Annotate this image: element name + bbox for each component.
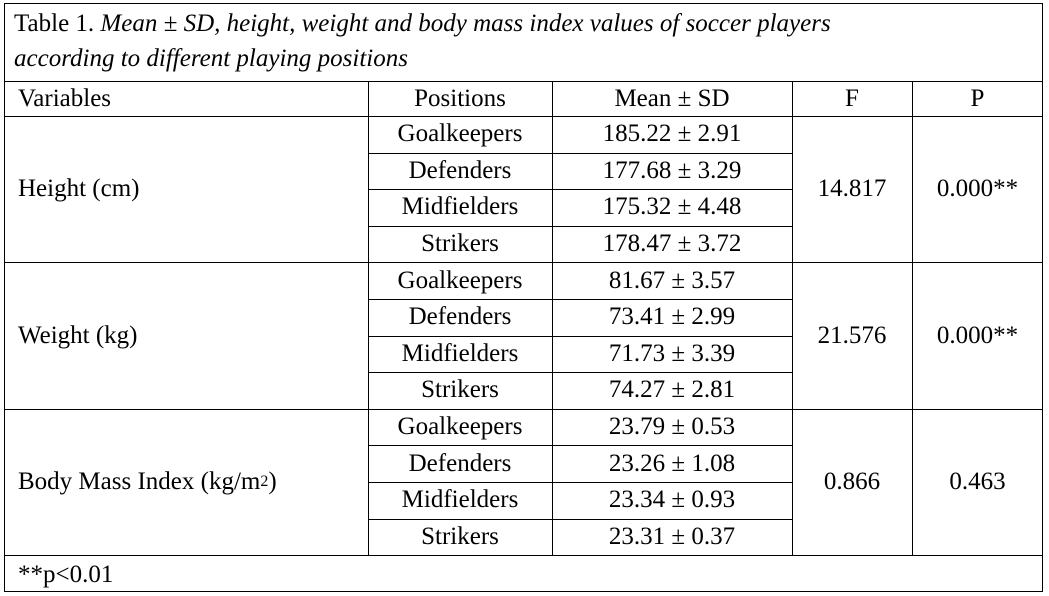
p-value-cell: 0.000** — [936, 175, 1019, 203]
caption-text-1: Mean ± SD, height, weight and body mass … — [100, 10, 831, 37]
position-cell: Midfielders — [401, 193, 519, 221]
row-rule — [368, 152, 792, 154]
row-rule — [368, 372, 792, 374]
table-frame — [4, 3, 1043, 592]
f-value-cell: 0.866 — [823, 467, 881, 495]
variable-cell: Body Mass Index (kg/m 2) — [18, 409, 368, 555]
position-cell: Goalkeepers — [397, 120, 523, 148]
header-top-rule — [4, 81, 1043, 82]
column-rule — [552, 81, 553, 556]
column-header: Variables — [18, 84, 112, 112]
variable-cell: Weight (kg) — [18, 262, 368, 408]
column-rule — [792, 81, 793, 556]
mean-sd-cell: 23.34 ± 0.93 — [608, 486, 736, 514]
row-rule — [368, 335, 792, 337]
mean-sd-cell: 23.79 ± 0.53 — [608, 413, 736, 441]
variable-label: Height (cm) — [18, 175, 140, 203]
p-value-cell: 0.000** — [936, 321, 1019, 349]
mean-sd-cell: 175.32 ± 4.48 — [602, 193, 742, 221]
caption-line-2: according to different playing positions — [14, 45, 408, 72]
mean-sd-cell: 74.27 ± 2.81 — [608, 376, 736, 404]
f-value-cell: 21.576 — [817, 321, 887, 349]
row-rule — [368, 445, 792, 447]
column-header: Positions — [414, 84, 506, 112]
group-rule — [4, 555, 1043, 557]
header-bottom-rule — [4, 116, 1043, 117]
row-rule — [368, 518, 792, 520]
position-cell: Defenders — [408, 303, 512, 331]
mean-sd-cell: 23.26 ± 1.08 — [608, 449, 736, 477]
caption-line-1: Table 1. Mean ± SD, height, weight and b… — [14, 6, 1034, 41]
p-value-cell: 0.463 — [949, 467, 1006, 495]
column-header: P — [970, 84, 985, 112]
row-rule — [368, 299, 792, 300]
group-rule — [4, 262, 1043, 264]
position-cell: Strikers — [421, 230, 499, 258]
position-cell: Defenders — [408, 449, 512, 477]
row-rule — [368, 225, 792, 227]
mean-sd-cell: 71.73 ± 3.39 — [608, 339, 736, 367]
f-value-cell: 14.817 — [817, 175, 887, 203]
position-cell: Goalkeepers — [397, 413, 523, 441]
row-rule — [368, 482, 792, 483]
mean-sd-cell: 23.31 ± 0.37 — [608, 522, 736, 550]
caption-label: Table 1. — [14, 10, 95, 37]
mean-sd-cell: 178.47 ± 3.72 — [602, 230, 742, 258]
position-cell: Midfielders — [401, 339, 519, 367]
column-rule — [368, 81, 369, 556]
position-cell: Midfielders — [401, 486, 519, 514]
column-rule — [912, 81, 913, 556]
variable-cell: Height (cm) — [18, 116, 368, 262]
mean-sd-cell: 81.67 ± 3.57 — [608, 266, 736, 294]
variable-label: Body Mass Index (kg/m — [18, 467, 261, 495]
column-header: F — [845, 84, 859, 112]
row-rule — [368, 189, 792, 191]
variable-label: Weight (kg) — [18, 321, 138, 349]
column-header: Mean ± SD — [614, 84, 730, 112]
table-footnote: **p<0.01 — [18, 561, 114, 588]
position-cell: Strikers — [421, 376, 499, 404]
mean-sd-cell: 177.68 ± 3.29 — [602, 156, 742, 184]
variable-superscript: 2 — [260, 472, 269, 490]
group-rule — [4, 408, 1043, 410]
position-cell: Defenders — [408, 156, 512, 184]
variable-suffix: ) — [268, 467, 277, 495]
mean-sd-cell: 73.41 ± 2.99 — [608, 303, 736, 331]
position-cell: Goalkeepers — [397, 266, 523, 294]
position-cell: Strikers — [421, 522, 499, 550]
mean-sd-cell: 185.22 ± 2.91 — [602, 120, 742, 148]
table-caption: Table 1. Mean ± SD, height, weight and b… — [14, 6, 1034, 76]
